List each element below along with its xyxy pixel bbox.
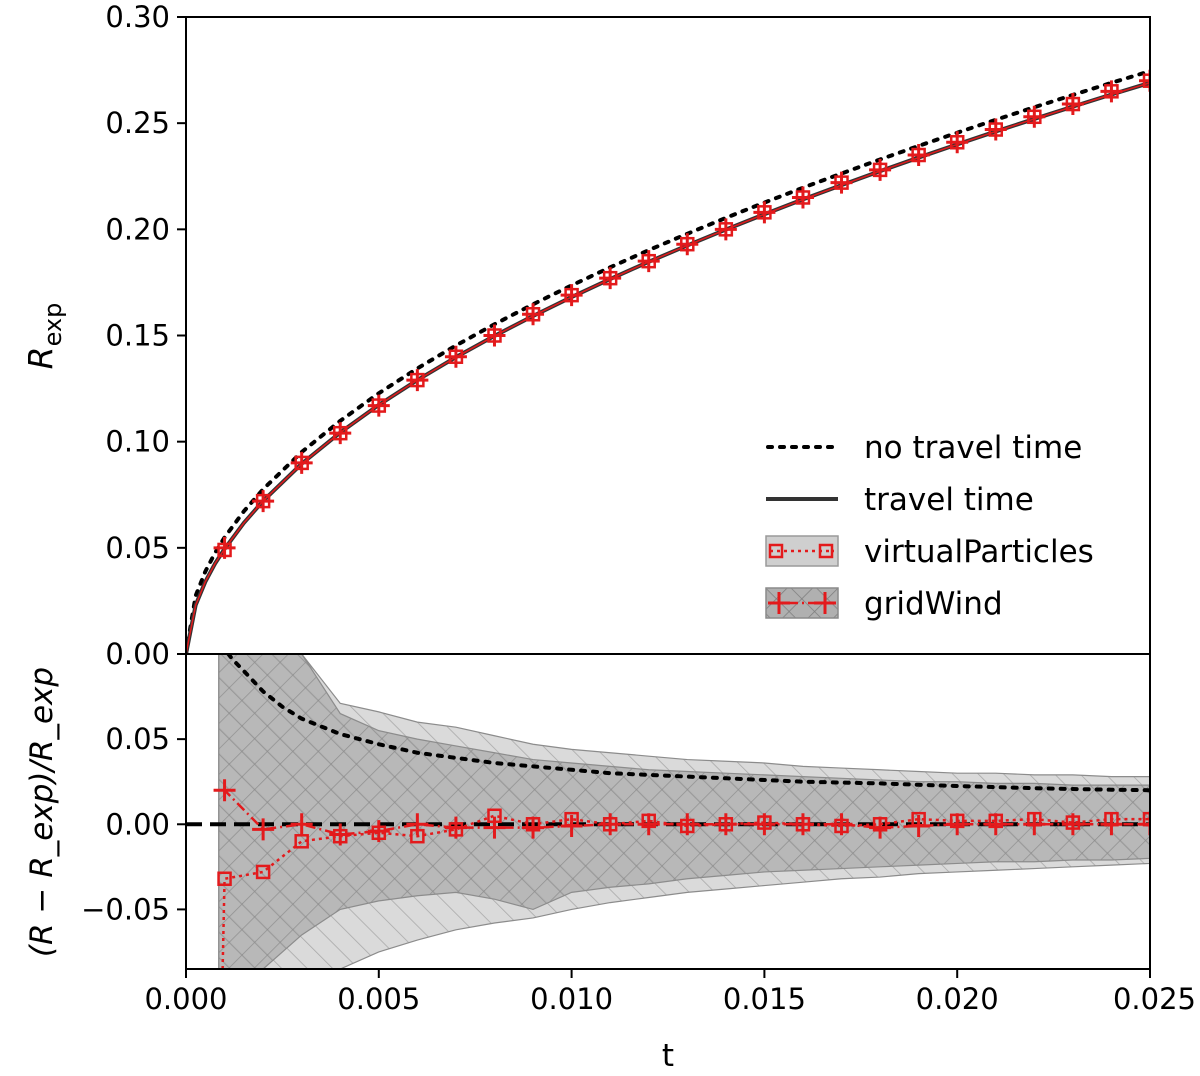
bottom-panel: −0.050.000.05 0.000 0.005 0.010 0.015 0.020 0… (24, 653, 1196, 1074)
bottom-ytick-label: 0.00 (105, 807, 170, 841)
bottom-marker-virtualparticles (294, 834, 309, 849)
bottom-marker-virtualparticles (255, 864, 271, 880)
bottom-marker-gridwind (599, 813, 622, 836)
top-marker-gridwind (984, 118, 1007, 141)
bottom-marker-gridwind (1023, 813, 1046, 836)
top-ytick-label: 0.00 (105, 637, 170, 671)
bottom-plot-area (186, 654, 1150, 969)
bottom-marker-gridwind (522, 816, 545, 839)
bottom-marker-gridwind (329, 823, 352, 846)
bottom-marker-gridwind (252, 818, 275, 841)
top-ylabel-sub: exp (39, 303, 67, 347)
legend-marker-virtualparticles-2 (818, 543, 834, 559)
top-ytick-label: 0.30 (105, 0, 170, 34)
top-ytick-label: 0.05 (105, 531, 170, 565)
top-marker-gridwind (522, 303, 545, 326)
bottom-ytick-label: 0.05 (105, 722, 170, 756)
top-marker-gridwind (946, 131, 969, 154)
bottom-marker-gridwind (830, 813, 853, 836)
bottom-marker-gridwind (637, 813, 660, 836)
bottom-marker-gridwind (1139, 813, 1150, 836)
top-marker-gridwind (329, 422, 352, 445)
xtick-label: 0.005 (337, 982, 420, 1016)
top-marker-gridwind (1100, 80, 1123, 103)
legend: no travel time travel time virtualPartic… (765, 430, 1094, 622)
xtick-label: 0.025 (1113, 982, 1196, 1016)
legend-marker-virtualparticles-1 (768, 543, 784, 559)
top-ytick-label: 0.15 (105, 319, 170, 353)
bottom-marker-gridwind (1100, 813, 1123, 836)
bottom-marker-gridwind (483, 816, 506, 839)
bottom-marker-gridwind (1061, 813, 1084, 836)
bottom-marker-gridwind (560, 814, 583, 837)
xtick-label: 0.015 (723, 982, 806, 1016)
top-marker-gridwind (406, 369, 429, 392)
legend-label-no-travel-time: no travel time (864, 430, 1082, 466)
top-plot-area (186, 69, 1150, 654)
top-ylabel-main: R (21, 346, 60, 369)
bottom-marker-gridwind (676, 813, 699, 836)
legend-marker-gridwind-2 (814, 592, 836, 614)
top-marker-gridwind (599, 267, 622, 290)
bottom-marker-gridwind (907, 814, 930, 837)
bottom-marker-virtualparticles (217, 871, 232, 887)
top-marker-gridwind (290, 451, 313, 474)
bottom-marker-gridwind (984, 813, 1007, 836)
xtick-label: 0.000 (144, 982, 227, 1016)
top-marker-gridwind (1023, 105, 1046, 128)
top-ytick-label: 0.10 (105, 425, 170, 459)
bottom-ytick-label: −0.05 (81, 892, 170, 926)
bottom-axes-frame (185, 653, 1151, 970)
top-y-axis-label: Rexp (21, 303, 67, 370)
top-marker-gridwind (753, 201, 776, 224)
top-marker-gridwind (1139, 69, 1150, 92)
top-marker-gridwind (676, 233, 699, 256)
bottom-marker-gridwind (213, 779, 236, 802)
top-marker-gridwind (714, 218, 737, 241)
x-axis: 0.000 0.005 0.010 0.015 0.020 0.025 (144, 969, 1196, 1016)
legend-marker-gridwind-1 (768, 592, 790, 614)
bottom-marker-gridwind (406, 813, 429, 836)
x-axis-label: t (662, 1038, 674, 1074)
bottom-marker-gridwind (946, 813, 969, 836)
top-ytick-label: 0.20 (105, 212, 170, 246)
top-marker-gridwind (830, 171, 853, 194)
xtick-label: 0.020 (916, 982, 999, 1016)
legend-label-virtualparticles: virtualParticles (864, 534, 1094, 570)
legend-label-gridwind: gridWind (864, 586, 1003, 622)
top-marker-gridwind (560, 284, 583, 307)
top-marker-gridwind (483, 324, 506, 347)
bottom-marker-gridwind (791, 813, 814, 836)
top-ytick-label: 0.25 (105, 106, 170, 140)
bottom-marker-gridwind (869, 816, 892, 839)
top-marker-gridwind (1061, 93, 1084, 116)
bottom-marker-gridwind (290, 813, 313, 836)
top-marker-gridwind (637, 250, 660, 273)
top-marker-gridwind (444, 345, 467, 368)
top-marker-gridwind (791, 186, 814, 209)
bottom-series-no-travel-time (226, 654, 1150, 793)
bottom-marker-gridwind (444, 816, 467, 839)
bottom-y-axis-label: (R − R_exp)/R_exp (24, 667, 60, 957)
top-marker-gridwind (367, 394, 390, 417)
top-marker-gridwind (252, 490, 275, 513)
legend-label-travel-time: travel time (864, 482, 1034, 518)
top-y-axis: 0.00 0.05 0.10 0.15 0.20 0.25 0.30 (105, 0, 186, 671)
bottom-marker-gridwind (714, 813, 737, 836)
top-panel: 0.00 0.05 0.10 0.15 0.20 0.25 0.30 Rexp no tra… (21, 0, 1151, 671)
top-marker-gridwind (213, 536, 236, 559)
bottom-y-axis: −0.05 0.00 0.05 (81, 722, 186, 926)
top-marker-gridwind (869, 158, 892, 181)
top-series-no-travel-time (186, 69, 1150, 654)
xtick-label: 0.010 (530, 982, 613, 1016)
bottom-marker-gridwind (753, 813, 776, 836)
top-marker-gridwind (907, 144, 930, 167)
band-gridWind-band (218, 654, 1150, 969)
bottom-marker-virtualparticles (1142, 811, 1150, 827)
bottom-marker-gridwind (367, 820, 390, 843)
